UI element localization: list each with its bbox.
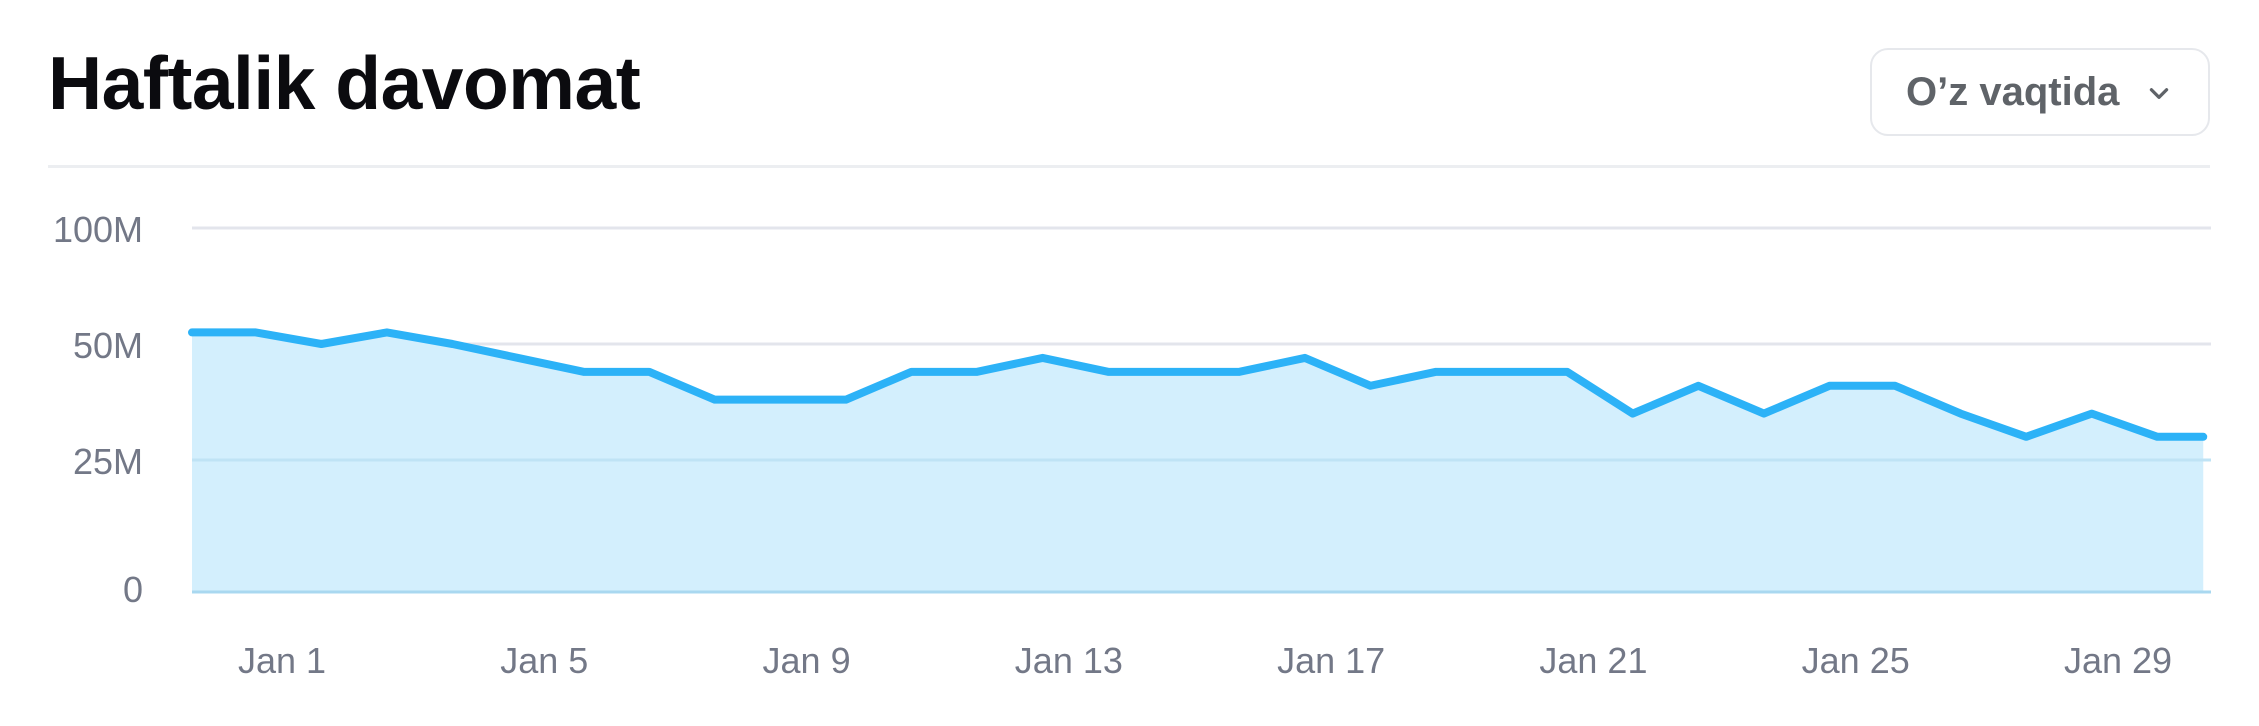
y-axis-ticks: 0 25M 50M 100M bbox=[53, 209, 143, 610]
x-tick-label: Jan 29 bbox=[2064, 640, 2172, 681]
y-tick-label: 0 bbox=[123, 569, 143, 610]
chevron-down-icon bbox=[2149, 88, 2169, 99]
status-filter-value: O’z vaqtida bbox=[1906, 69, 2120, 114]
x-tick-label: Jan 1 bbox=[238, 640, 326, 681]
x-tick-label: Jan 17 bbox=[1277, 640, 1385, 681]
status-filter-dropdown[interactable]: O’z vaqtida bbox=[1870, 48, 2210, 136]
page-title: Haftalik davomat bbox=[48, 41, 641, 125]
x-tick-label: Jan 13 bbox=[1015, 640, 1123, 681]
x-tick-label: Jan 9 bbox=[763, 640, 851, 681]
attendance-area-fill bbox=[192, 332, 2204, 592]
x-tick-label: Jan 21 bbox=[1539, 640, 1647, 681]
x-axis-ticks: Jan 1 Jan 5 Jan 9 Jan 13 Jan 17 Jan 21 Jan 25 J… bbox=[238, 640, 2172, 681]
y-tick-label: 50M bbox=[73, 325, 143, 366]
area-layer bbox=[188, 328, 2211, 594]
y-tick-label: 100M bbox=[53, 209, 143, 250]
y-tick-label: 25M bbox=[73, 441, 143, 482]
attendance-series-line bbox=[188, 328, 2208, 441]
x-tick-label: Jan 5 bbox=[500, 640, 588, 681]
header-divider bbox=[48, 165, 2210, 168]
x-tick-label: Jan 25 bbox=[1802, 640, 1910, 681]
